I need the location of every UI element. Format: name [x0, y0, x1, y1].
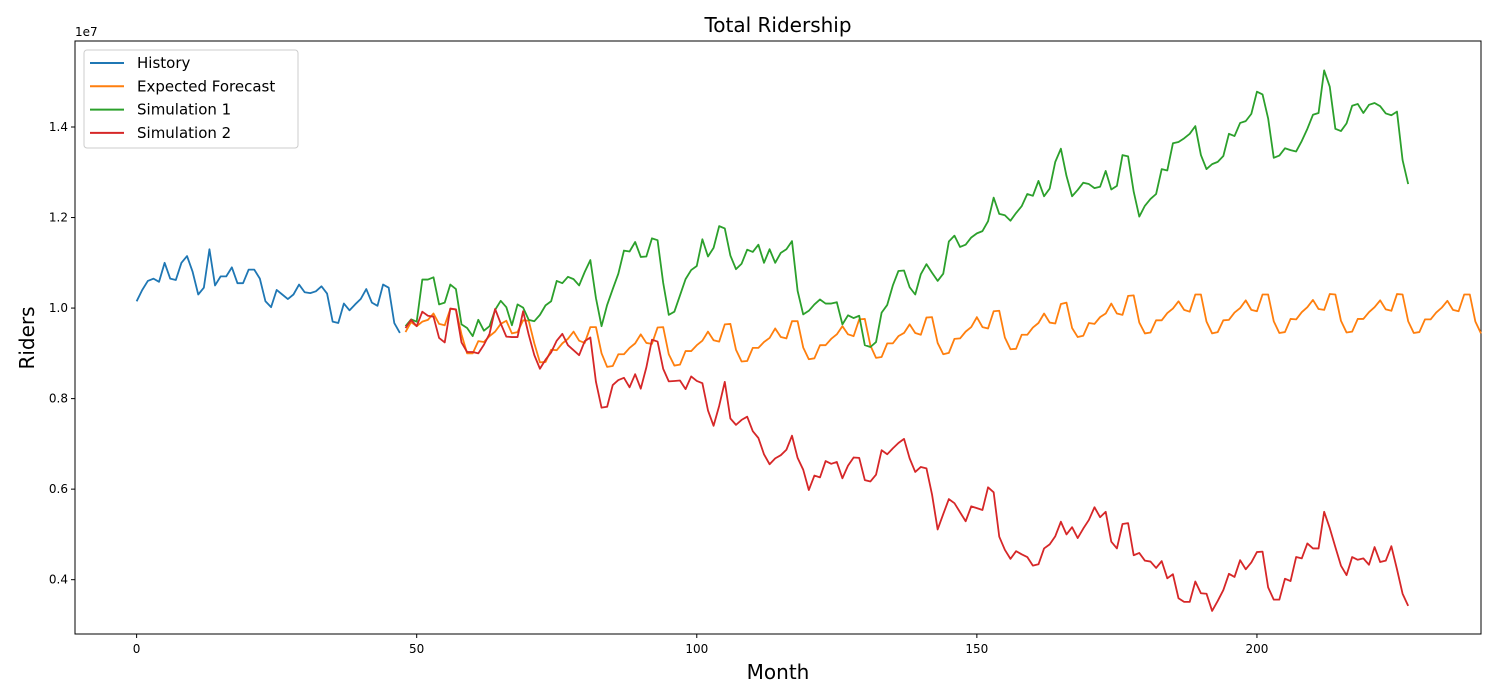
y-tick-label: 1.2 [49, 211, 68, 225]
plot-frame [74, 40, 1482, 635]
y-axis-offset-label: 1e7 [75, 25, 98, 39]
legend-label-simulation-1: Simulation 1 [137, 101, 231, 119]
y-tick-label: 0.8 [49, 392, 68, 406]
legend-label-simulation-2: Simulation 2 [137, 124, 231, 142]
x-tick-label: 0 [133, 642, 141, 656]
y-tick-label: 0.4 [49, 573, 68, 587]
legend: History Expected Forecast Simulation 1 Simu… [83, 49, 299, 149]
series-line-simulation-1 [404, 69, 1410, 348]
legend-label-history: History [137, 54, 190, 72]
x-tick-label: 100 [685, 642, 708, 656]
x-tick-label: 200 [1245, 642, 1268, 656]
x-axis: 0 50 100 150 200 [133, 634, 1268, 656]
x-tick-label: 150 [965, 642, 988, 656]
series-lines [135, 69, 1482, 612]
series-line-expected-forecast [404, 293, 1482, 368]
y-tick-label: 1.0 [49, 301, 68, 315]
legend-frame [83, 49, 299, 149]
legend-label-expected-forecast: Expected Forecast [137, 77, 275, 95]
legend-items: History Expected Forecast Simulation 1 Simu… [90, 54, 275, 142]
series-line-history [135, 248, 401, 334]
y-tick-label: 1.4 [49, 120, 68, 134]
y-axis: 0.4 0.6 0.8 1.0 1.2 1.4 [49, 120, 75, 587]
chart-title: Total Ridership [703, 13, 851, 37]
x-tick-label: 50 [409, 642, 424, 656]
y-axis-title: Riders [15, 306, 39, 369]
x-axis-title: Month [747, 660, 810, 684]
plot-area [74, 40, 1482, 635]
series-line-simulation-2 [404, 307, 1409, 612]
y-tick-label: 0.6 [49, 482, 68, 496]
